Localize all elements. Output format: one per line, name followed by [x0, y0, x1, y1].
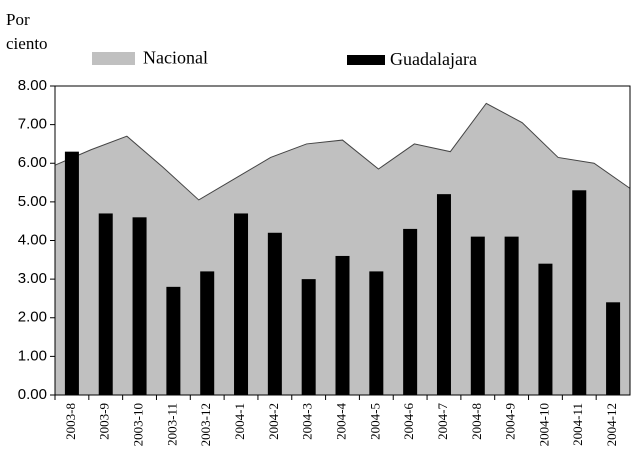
- legend-label: Guadalajara: [390, 49, 477, 69]
- area-line: [54, 102, 631, 201]
- y-tick-label: 2.00: [18, 309, 47, 326]
- x-tick-label: 2004-2: [266, 403, 281, 440]
- bar: [403, 228, 418, 395]
- bar: [504, 236, 519, 395]
- bar: [301, 279, 316, 395]
- bar: [166, 286, 181, 395]
- bar: [267, 232, 282, 395]
- y-tick-label: 6.00: [18, 154, 47, 171]
- bar: [64, 151, 79, 395]
- y-tick-label: 0.00: [18, 386, 47, 403]
- x-tick-label: 2003-8: [63, 403, 78, 440]
- x-tick-label: 2004-5: [367, 403, 382, 440]
- x-tick-label: 2004-3: [300, 403, 315, 440]
- x-tick-label: 2004-10: [536, 403, 551, 446]
- bar: [436, 194, 451, 395]
- y-tick-label: 1.00: [18, 347, 47, 364]
- bar: [606, 302, 621, 395]
- x-tick-label: 2004-7: [435, 403, 450, 440]
- x-tick-label: 2003-12: [198, 403, 213, 446]
- legend-swatch: [92, 52, 135, 65]
- bar: [572, 190, 587, 395]
- bar: [538, 263, 553, 395]
- bar: [132, 217, 147, 395]
- x-tick-label: 2004-9: [503, 403, 518, 440]
- bar: [98, 213, 113, 395]
- bar: [234, 213, 249, 395]
- x-tick-label: 2004-4: [333, 403, 348, 440]
- x-tick-label: 2004-8: [469, 403, 484, 440]
- x-tick-label: 2003-10: [131, 403, 146, 446]
- y-tick-label: 3.00: [18, 270, 47, 287]
- y-tick-label: 5.00: [18, 193, 47, 210]
- y-axis-label: Por ciento: [6, 10, 48, 53]
- x-tick-label: 2004-6: [401, 403, 416, 440]
- bar: [369, 271, 384, 395]
- bar: [335, 255, 350, 395]
- x-tick-label: 2003-9: [97, 403, 112, 440]
- legend-swatch: [347, 55, 385, 65]
- area: [55, 103, 630, 395]
- x-tick-label: 2004-11: [570, 403, 585, 446]
- x-tick-label: 2003-11: [164, 403, 179, 446]
- x-tick-label: 2004-12: [604, 403, 619, 446]
- y-tick-label: 7.00: [18, 116, 47, 133]
- legend-label: Nacional: [143, 48, 208, 68]
- y-tick-label: 8.00: [18, 77, 47, 94]
- x-tick-label: 2004-1: [232, 403, 247, 440]
- bar: [200, 271, 215, 395]
- bar: [470, 236, 485, 395]
- y-tick-label: 4.00: [18, 231, 47, 248]
